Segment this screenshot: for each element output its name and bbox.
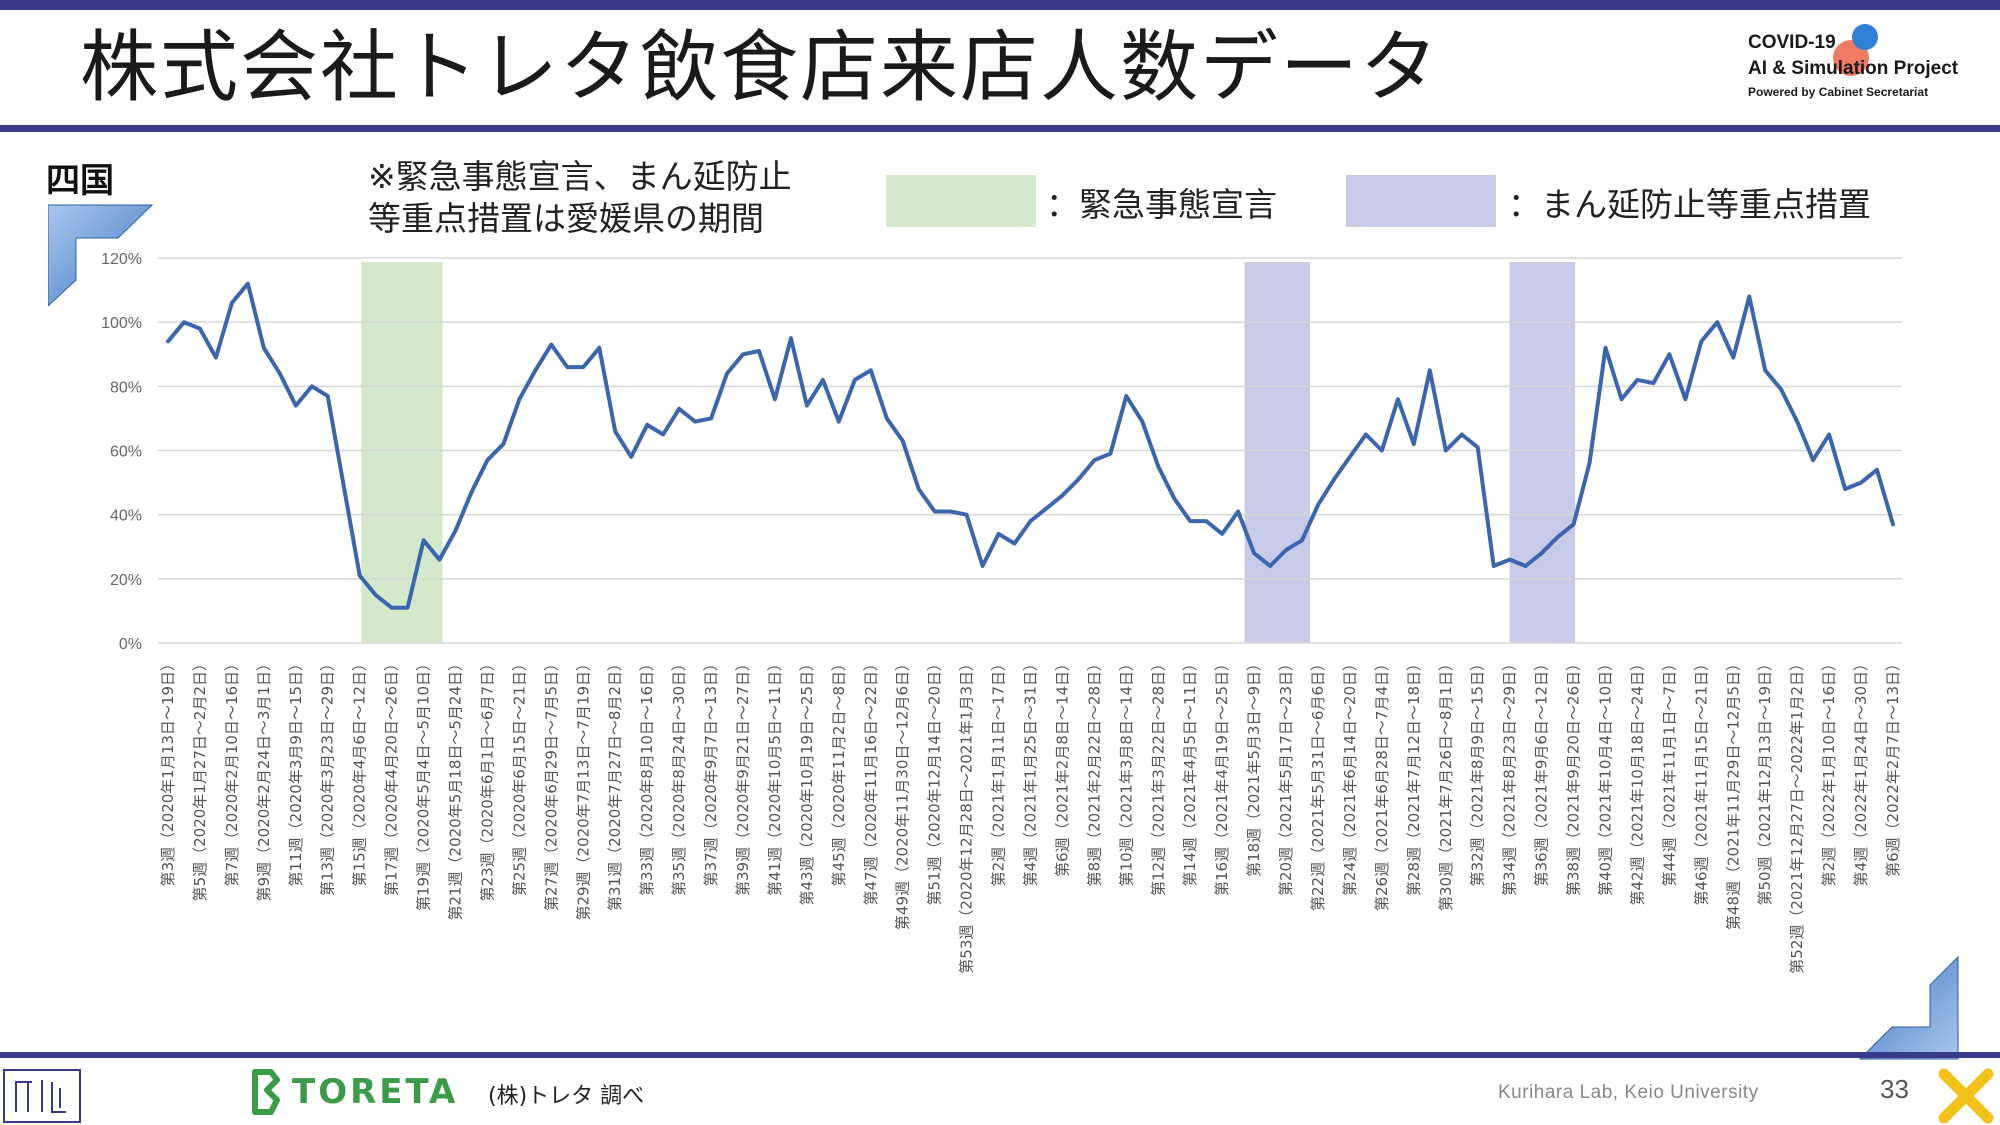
series-line-layer [166,281,1895,610]
x-tick-label: 第20週（2021年5月17日～23日） [1277,656,1295,896]
x-tick-label: 第10週（2021年3月8日～14日） [1117,656,1135,886]
shaded-periods [361,262,1576,643]
x-tick-label: 第49週（2020年11月30日～12月6日） [894,656,912,930]
x-tick-label: 第5週（2020年1月27日～2月2日） [191,656,209,901]
legend-label-emergency: ：緊急事態宣言 [1046,185,1277,224]
x-tick-label: 第3週（2020年1月13日～19日） [159,656,177,886]
lab-credit: Kurihara Lab, Keio University [1498,1082,1759,1103]
top-accent-bar [0,0,2000,10]
x-tick-label: 第44週（2021年11月1日～7日） [1660,656,1678,886]
page-title: 株式会社トレタ飲食店来店人数データ [80,23,1441,113]
series-line [166,281,1895,610]
x-tick-label: 第17週（2020年4月20日～26日） [383,656,401,896]
x-tick-label: 第26週（2021年6月28日～7月4日） [1373,656,1391,911]
x-tick-label: 第36週（2021年9月6日～12日） [1533,656,1551,886]
period-note-line-2: 等重点措置は愛媛県の期間 [368,199,764,238]
x-tick-label: 第22週（2021年5月31日～6月6日） [1309,656,1327,911]
x-tick-label: 第31週（2020年7月27日～8月2日） [606,656,624,911]
x-tick-label: 第28週（2021年7月12日～18日） [1405,656,1423,896]
y-tick-label: 0% [119,636,142,653]
x-tick-label: 第32週（2021年8月9日～15日） [1469,656,1487,886]
x-tick-label: 第39週（2020年9月21日～27日） [734,656,752,896]
x-tick-label: 第46週（2021年11月15日～21日） [1692,656,1710,906]
y-tick-label: 100% [101,315,142,332]
x-tick-label: 第34週（2021年8月23日～29日） [1501,656,1519,896]
toreta-logo-icon [252,1069,280,1115]
x-tick-label: 第50週（2021年12月13日～19日） [1756,656,1774,906]
footer-divider [0,1052,2000,1058]
x-tick-label: 第18週（2021年5月3日～9日） [1245,656,1263,877]
x-tick-label: 第33週（2020年8月10日～16日） [638,656,656,896]
x-tick-label: 第11週（2020年3月9日～15日） [287,656,305,886]
y-tick-labels: 0% 20% 40% 60% 80% 100% 120% [101,251,142,653]
x-tick-label: 第16週（2021年4月19日～25日） [1213,656,1231,896]
project-logo-blue-dot [1852,24,1878,50]
x-tick-label: 第12週（2021年3月22日～28日） [1149,656,1167,896]
shaded-period-priority-2 [1509,262,1576,643]
y-tick-label: 80% [110,379,142,396]
x-tick-label: 第37週（2020年9月7日～13日） [702,656,720,886]
y-tick-label: 40% [110,508,142,525]
x-tick-label: 第41週（2020年10月5日～11日） [766,656,784,896]
x-tick-label: 第51週（2020年12月14日～20日） [926,656,944,906]
title-divider [0,125,2000,132]
corner-bracket-icon [1858,955,1959,1060]
shaded-period-priority-1 [1244,262,1311,643]
x-tick-label: 第6週（2021年2月8日～14日） [1053,656,1071,877]
toreta-logo-text: TORETA [292,1072,459,1112]
y-tick-label: 60% [110,444,142,461]
x-tick-label: 第23週（2020年6月1日～6月7日） [478,656,496,901]
x-tick-label: 第29週（2020年7月13日～7月19日） [574,656,592,921]
x-tick-label: 第30週（2021年7月26日～8月1日） [1437,656,1455,911]
line-chart: 0% 20% 40% 60% 80% 100% 120% 第3週（2020年1月13日～19… [101,251,1902,974]
x-tick-label: 第4週（2022年1月24日～30日） [1852,656,1870,886]
project-logo-text: COVID-19 AI & Simulation Project Powered… [1748,30,1958,102]
x-tick-label: 第14週（2021年4月5日～11日） [1181,656,1199,886]
y-tick-label: 20% [110,572,142,589]
x-tick-label: 第9週（2020年2月24日～3月1日） [255,656,273,901]
x-tick-label: 第21週（2020年5月18日～5月24日） [447,656,465,921]
x-tick-label: 第38週（2021年9月20日～26日） [1565,656,1583,896]
x-tick-label: 第27週（2020年6月29日～7月5日） [542,656,560,911]
university-logo-icon [3,1069,81,1123]
x-tick-label: 第6週（2022年2月7日～13日） [1884,656,1902,877]
shaded-period-emergency-0 [361,262,443,643]
x-tick-label: 第52週（2021年12月27日～2022年1月2日） [1788,656,1806,974]
x-tick-label: 第45週（2020年11月2日～8日） [830,656,848,886]
x-tick-label: 第2週（2021年1月11日～17日） [990,656,1008,886]
legend-swatch-priority [1346,175,1496,227]
project-line-1: COVID-19 [1748,32,1836,53]
x-tick-labels: 第3週（2020年1月13日～19日） 第5週（2020年1月27日～2月2日） 第… [159,656,1902,974]
legend-label-priority: ：まん延防止等重点措置 [1508,185,1871,224]
x-tick-label: 第8週（2021年2月22日～28日） [1085,656,1103,886]
x-tick-label: 第42週（2021年10月18日～24日） [1628,656,1646,906]
project-line-2: AI & Simulation Project [1748,58,1959,79]
x-tick-label: 第40週（2021年10月4日～10日） [1597,656,1615,896]
x-tick-label: 第43週（2020年10月19日～25日） [798,656,816,906]
page-number: 33 [1880,1074,1909,1104]
data-source-note: (株)トレタ 調べ [488,1084,645,1109]
x-tick-label: 第19週（2020年5月4日～5月10日） [415,656,433,911]
chart-gridlines [158,257,1902,644]
legend-swatch-emergency [886,175,1036,227]
y-tick-label: 120% [101,251,142,268]
x-logo-icon [1938,1068,1994,1124]
period-note-line-1: ※緊急事態宣言、まん延防止 [368,157,792,196]
x-tick-label: 第7週（2020年2月10日～16日） [223,656,241,886]
x-tick-label: 第35週（2020年8月24日～30日） [670,656,688,896]
corner-bracket-icon [48,204,154,307]
x-tick-label: 第2週（2022年1月10日～16日） [1820,656,1838,886]
x-tick-label: 第48週（2021年11月29日～12月5日） [1724,656,1742,930]
period-note: ※緊急事態宣言、まん延防止 等重点措置は愛媛県の期間 [368,156,792,240]
x-tick-label: 第47週（2020年11月16日～22日） [862,656,880,906]
x-tick-label: 第53週（2020年12月28日～2021年1月3日） [958,656,976,974]
region-label: 四国 [46,161,114,201]
x-tick-label: 第15週（2020年4月6日～12日） [351,656,369,886]
x-tick-label: 第13週（2020年3月23日～29日） [319,656,337,896]
x-tick-label: 第24週（2021年6月14日～20日） [1341,656,1359,896]
x-tick-label: 第4週（2021年1月25日～31日） [1022,656,1040,886]
project-line-3: Powered by Cabinet Secretariat [1748,85,1929,99]
x-tick-label: 第25週（2020年6月15日～21日） [510,656,528,896]
